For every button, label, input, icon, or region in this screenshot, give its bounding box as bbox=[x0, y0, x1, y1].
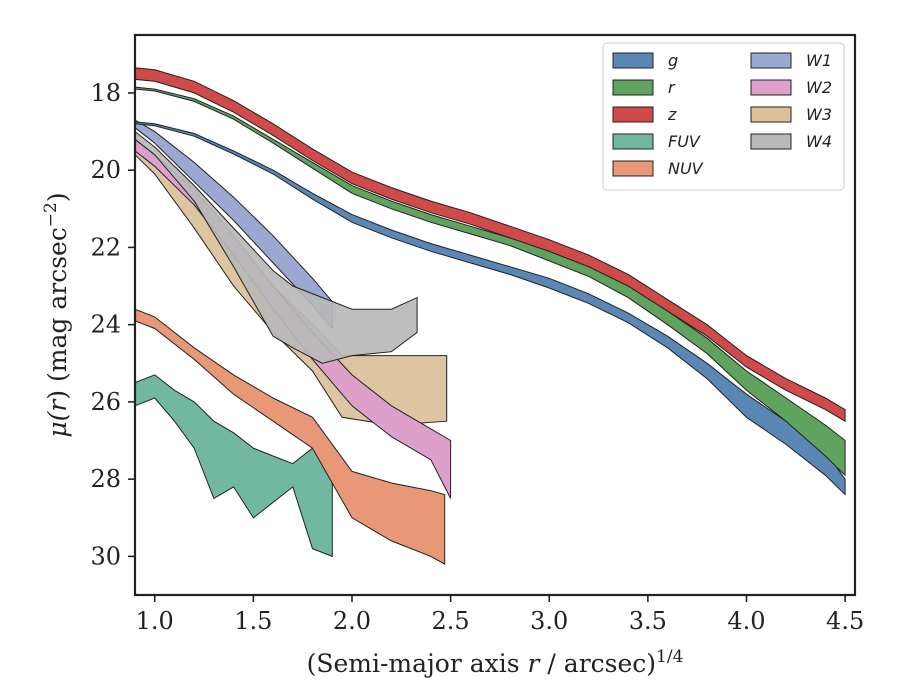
legend-swatch-w2 bbox=[750, 79, 792, 96]
series-band-w4 bbox=[134, 130, 418, 364]
legend-label-nuv: NUV bbox=[668, 159, 704, 178]
legend-label-w1: W1 bbox=[806, 51, 832, 70]
legend-swatch-r bbox=[612, 79, 654, 96]
y-tick-label: 20 bbox=[90, 156, 121, 184]
legend-label-w2: W2 bbox=[806, 78, 832, 97]
series-band-z bbox=[134, 67, 846, 423]
x-tick-label: 3.5 bbox=[629, 607, 667, 635]
x-axis-label: (Semi-major axis r / arcsec)1/4 bbox=[307, 647, 684, 678]
legend-label-g: g bbox=[668, 51, 678, 70]
y-tick-label: 22 bbox=[90, 233, 121, 261]
legend-swatch-fuv bbox=[612, 133, 654, 150]
series-band-r bbox=[134, 86, 846, 477]
legend-swatch-w1 bbox=[750, 52, 792, 69]
x-tick-label: 3.0 bbox=[530, 607, 568, 635]
y-tick-label: 26 bbox=[90, 388, 121, 416]
y-tick-label: 30 bbox=[90, 542, 121, 570]
x-tick-label: 4.5 bbox=[826, 607, 864, 635]
x-tick-label: 1.5 bbox=[234, 607, 272, 635]
x-tick-label: 2.0 bbox=[333, 607, 371, 635]
x-tick-label: 1.0 bbox=[136, 607, 174, 635]
series-band-fuv bbox=[134, 374, 333, 558]
legend: grz FUV NUV W1 W2 W3 W4 bbox=[602, 42, 845, 191]
y-tick-label: 24 bbox=[90, 311, 121, 339]
legend-swatch-z bbox=[612, 106, 654, 123]
y-tick-label: 18 bbox=[90, 79, 121, 107]
x-tick-label: 2.5 bbox=[432, 607, 470, 635]
y-axis-label: μ(r) (mag arcsec−2) bbox=[41, 192, 72, 437]
legend-label-w3: W3 bbox=[806, 105, 832, 124]
series-areas bbox=[134, 67, 846, 565]
legend-label-fuv: FUV bbox=[668, 132, 701, 151]
series-band-nuv bbox=[134, 308, 446, 565]
x-axis-ticks: 1.0 1.5 2.0 2.5 3.0 3.5 4.0 4.5 bbox=[136, 595, 864, 635]
series-band-g bbox=[134, 121, 846, 496]
legend-swatch-w3 bbox=[750, 106, 792, 123]
legend-swatch-nuv bbox=[612, 160, 654, 177]
legend-label-r: r bbox=[668, 78, 676, 97]
plot-frame bbox=[133, 33, 857, 597]
y-tick-label: 28 bbox=[90, 465, 121, 493]
x-tick-label: 4.0 bbox=[727, 607, 765, 635]
legend-label-z: z bbox=[667, 105, 677, 124]
legend-swatch-w4 bbox=[750, 133, 792, 150]
legend-swatch-g bbox=[612, 52, 654, 69]
y-axis-ticks: 18 20 22 24 26 28 30 bbox=[90, 79, 135, 570]
legend-label-w4: W4 bbox=[806, 132, 832, 151]
